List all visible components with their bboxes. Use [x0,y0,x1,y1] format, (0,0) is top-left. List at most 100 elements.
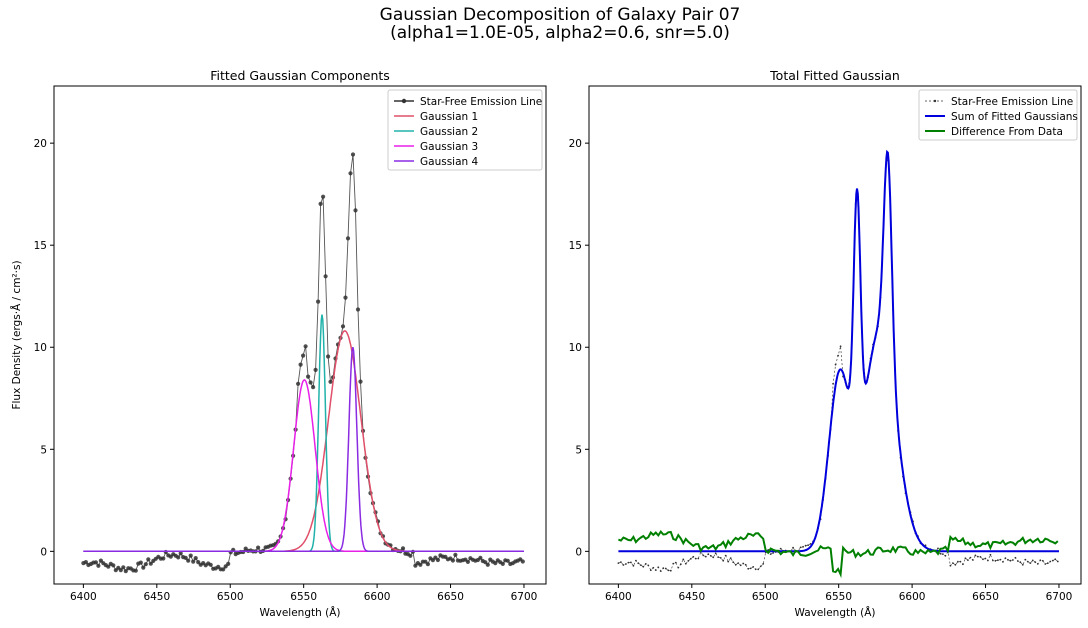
x-tick-label: 6600 [899,591,926,603]
y-tick-label: 0 [40,546,47,558]
data-point [186,558,191,563]
data-point [188,553,193,558]
data-point [1007,558,1009,561]
data-point [964,557,967,560]
data-point [350,152,356,157]
y-tick-label: 20 [569,138,582,150]
data-point [1016,560,1019,562]
data-point [754,568,757,571]
legend-label: Sum of Fitted Gaussians [951,111,1078,123]
data-point [208,562,213,567]
data-point [982,558,984,561]
data-point [1026,560,1029,563]
data-point [1031,559,1034,562]
data-point [133,568,138,573]
data-point [226,561,231,567]
legend-label: Star-Free Emission Line [420,96,542,108]
data-point [657,566,660,569]
x-tick-label: 6650 [437,591,464,603]
data-point [989,553,992,556]
data-point [93,560,98,565]
data-point [662,567,665,570]
legend: Star-Free Emission Line Sum of Fitted Gau… [918,89,1078,141]
data-point [353,208,358,213]
y-tick-label: 0 [575,546,582,558]
legend-label: Gaussian 1 [420,111,478,123]
data-point [465,559,470,565]
data-point [1056,560,1059,563]
data-point [183,555,188,561]
data-point [1046,562,1049,565]
x-axis-label: Wavelength (Å) [794,606,875,619]
x-tick-label: 6450 [678,591,705,603]
data-point [622,564,625,566]
data-point [308,380,313,385]
legend-label: Star-Free Emission Line [951,96,1073,108]
data-point [1019,561,1022,564]
data-point [692,555,695,558]
legend-box [918,89,1078,141]
x-axis-label: Wavelength (Å) [259,606,340,619]
data-point [734,563,737,566]
data-point [744,563,747,566]
data-point [769,553,772,555]
data-point [977,555,979,558]
legend-box [387,89,543,171]
data-point [984,557,987,560]
data-point [138,560,143,565]
y-axis-label: Flux Density (ergs·Å / cm²·s) [10,260,23,409]
data-point [707,553,710,556]
data-point [348,171,353,176]
data-point [483,560,488,565]
data-point [714,552,717,555]
data-point [939,552,942,555]
chart-title: Fitted Gaussian Components [210,68,390,83]
x-tick-label: 6500 [217,591,244,603]
data-point [343,295,348,300]
x-tick-label: 6500 [752,591,779,603]
data-point [301,353,306,358]
data-point [969,556,972,559]
data-point [500,561,505,567]
data-point [792,546,794,549]
data-point [757,568,760,571]
data-point [1041,559,1044,562]
data-point [832,382,834,385]
data-point [493,561,498,566]
x-tick-label: 6450 [143,591,170,603]
data-point [994,559,997,562]
data-point [617,562,620,564]
data-point [505,558,510,563]
data-point [672,562,675,565]
data-point [1014,556,1017,559]
data-point [799,546,802,549]
data-point [772,552,775,554]
data-point [178,551,183,556]
data-point [639,564,642,566]
legend-label: Gaussian 3 [420,141,478,153]
data-point [992,559,994,562]
data-point [1024,558,1027,561]
data-point [1012,559,1014,561]
data-point [837,354,839,357]
data-point [118,568,123,573]
data-point [298,362,303,367]
data-point [942,553,944,555]
data-point [123,569,128,574]
data-point [121,565,126,570]
data-point [1029,562,1032,564]
data-point [999,558,1002,561]
data-point [316,299,321,304]
data-point [1021,563,1024,566]
data-point [679,563,682,566]
data-point [684,562,687,565]
data-point [478,555,483,560]
data-point [727,560,730,563]
data-point [1049,560,1052,563]
data-point [1002,561,1004,563]
data-point [637,562,640,565]
data-point [196,560,201,565]
data-point [957,560,959,563]
legend-marker [401,98,407,104]
